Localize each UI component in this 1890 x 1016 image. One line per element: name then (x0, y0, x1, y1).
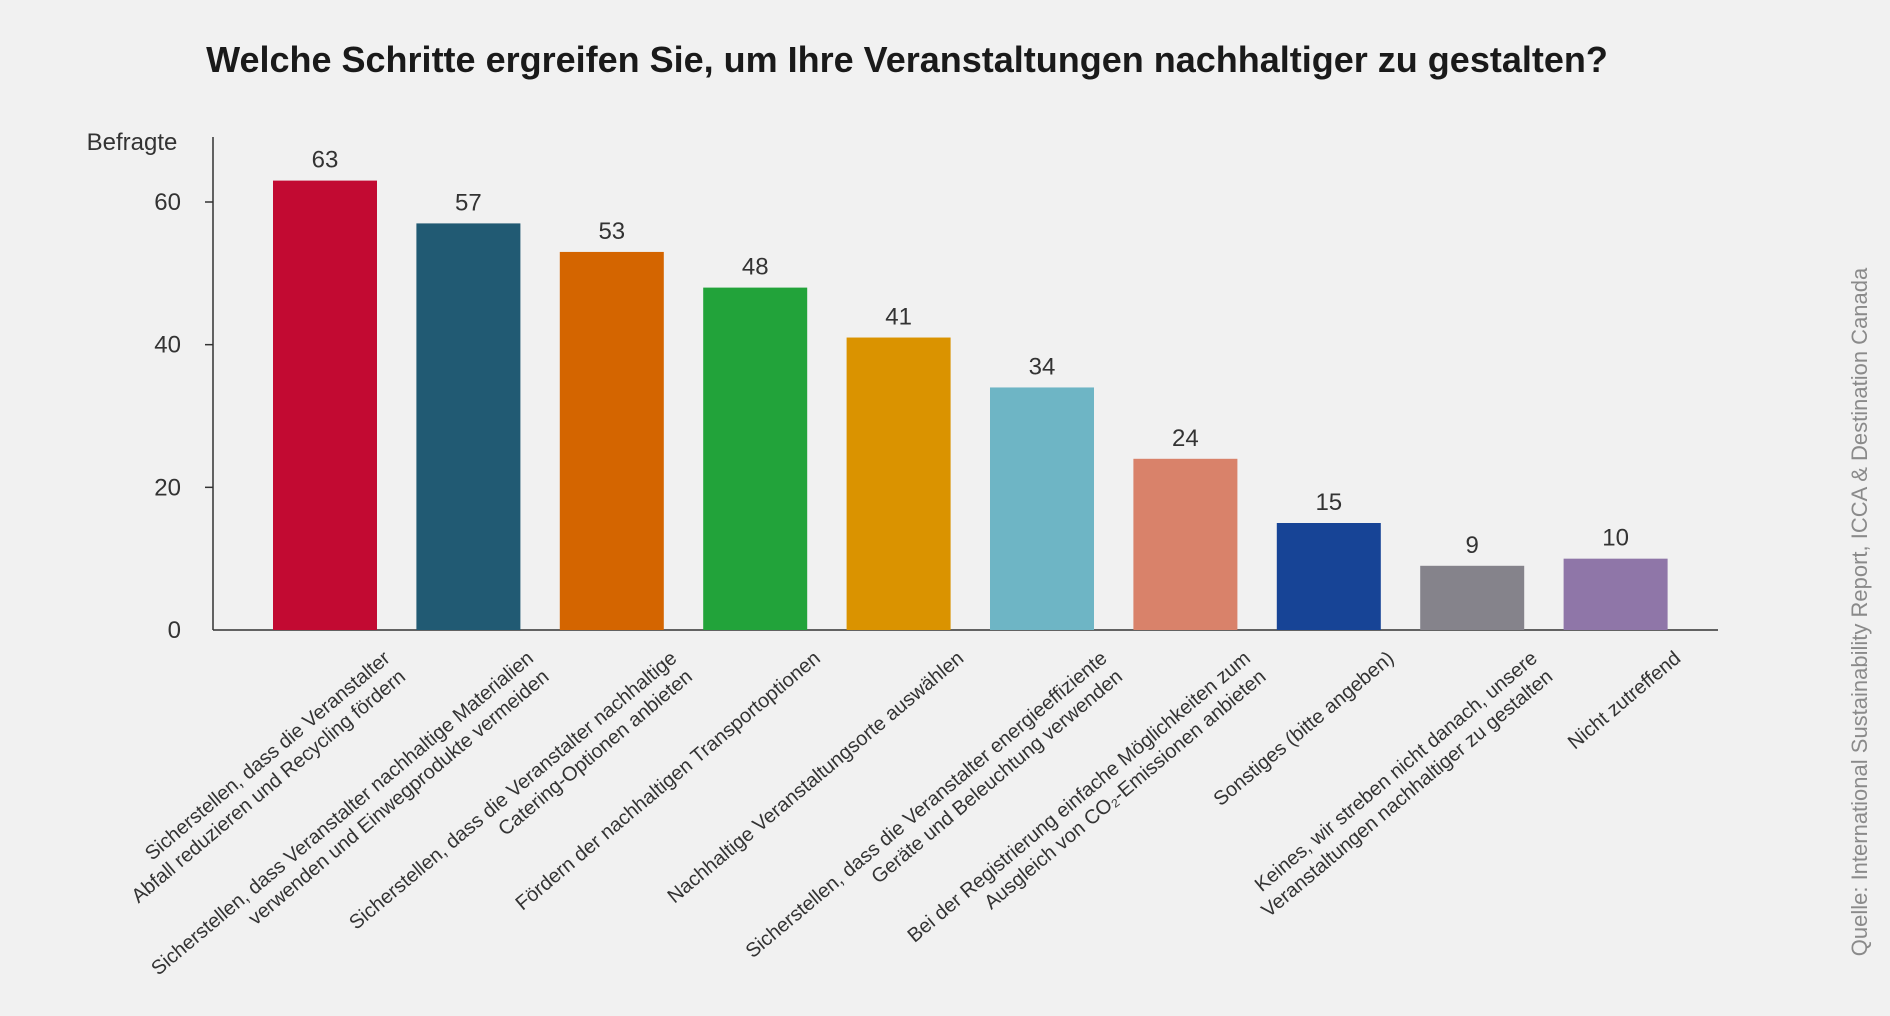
bar (1420, 565, 1525, 630)
y-tick-label: 20 (154, 474, 181, 501)
bars (273, 180, 1668, 630)
data-label: 41 (885, 304, 912, 331)
y-tick-label: 40 (154, 332, 181, 359)
bar (1276, 523, 1381, 630)
bar (273, 180, 377, 630)
category-labels: Sicherstellen, dass die VeranstalterAbfa… (128, 647, 1686, 980)
data-label: 15 (1315, 489, 1342, 516)
data-labels: 63 57 53 48 41 34 24 15 9 10 (312, 147, 1629, 559)
y-ticks: 0 20 40 60 (154, 189, 213, 644)
bar (1133, 458, 1238, 630)
data-label: 9 (1466, 532, 1479, 559)
bar (703, 287, 808, 630)
bar (559, 251, 664, 630)
bar (846, 337, 951, 630)
y-axis-label: Befragte (87, 129, 178, 156)
data-label: 63 (312, 147, 339, 174)
bar (1563, 558, 1668, 630)
chart-title: Welche Schritte ergreifen Sie, um Ihre V… (206, 39, 1608, 80)
category-label: Nicht zutreffend (1564, 647, 1685, 754)
category-label: Nachhaltige Veranstaltungsorte auswählen (664, 647, 969, 908)
data-label: 48 (742, 254, 769, 281)
category-label: Keines, wir streben nicht danach, unsere… (1242, 647, 1557, 922)
bar (416, 223, 521, 630)
data-label: 24 (1172, 425, 1199, 452)
y-tick-label: 0 (168, 617, 181, 644)
bar (990, 387, 1094, 630)
data-label: 10 (1602, 525, 1629, 552)
source-note: Quelle: International Sustainability Rep… (1847, 267, 1872, 956)
data-label: 57 (455, 189, 482, 216)
data-label: 53 (598, 218, 625, 245)
data-label: 34 (1029, 353, 1056, 380)
y-tick-label: 60 (154, 189, 181, 216)
